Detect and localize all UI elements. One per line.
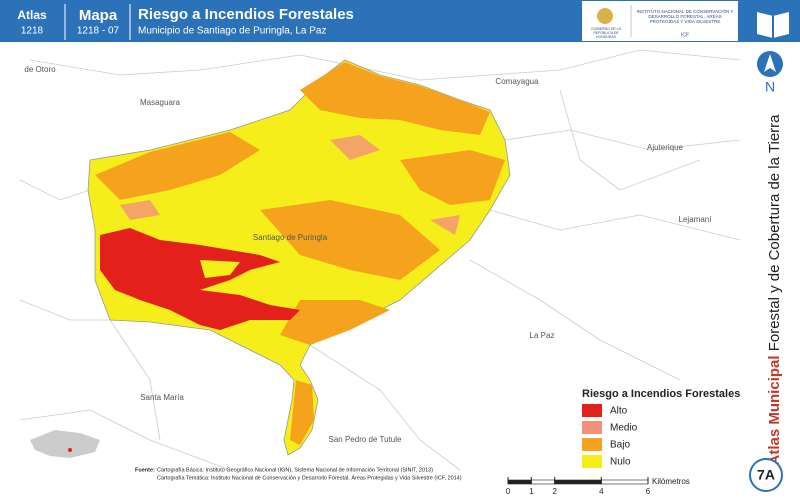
scale-unit: Kilómetros bbox=[652, 477, 690, 486]
page-code-circle bbox=[749, 458, 783, 492]
scale-segment bbox=[554, 479, 602, 485]
scale-segment bbox=[531, 479, 555, 485]
place-label: Santiago de Puringla bbox=[253, 233, 328, 242]
place-label: de Otoro bbox=[24, 65, 56, 74]
source-label: Fuente: bbox=[135, 467, 155, 473]
logo-left: GOBIERNO DE LA REPÚBLICA DE HONDURAS bbox=[591, 27, 621, 39]
side-title-bold: Atlas Municipal bbox=[766, 355, 783, 465]
place-label: Lejamaní bbox=[679, 215, 713, 224]
place-label: La Paz bbox=[530, 331, 555, 340]
place-label: Comayagua bbox=[495, 77, 539, 86]
map-subtitle: Municipio de Santiago de Puringla, La Pa… bbox=[138, 26, 326, 37]
side-title-rest: Forestal y de Cobertura de la Tierra bbox=[766, 114, 783, 351]
logo-acronym: ICF bbox=[681, 32, 689, 38]
logo-emblem bbox=[597, 8, 613, 24]
legend-label: Medio bbox=[610, 423, 638, 434]
legend-swatch bbox=[582, 404, 602, 417]
risk-bajo bbox=[95, 62, 505, 445]
legend-swatch bbox=[582, 455, 602, 468]
logo-left-text: GOBIERNO DE LA REPÚBLICA DE HONDURAS bbox=[591, 27, 621, 39]
atlas-label: Atlas bbox=[17, 8, 47, 22]
source-line: Cartografía Temática: Instituto Nacional… bbox=[157, 474, 462, 481]
side-title: Atlas Municipal Forestal y de Cobertura … bbox=[766, 114, 783, 466]
legend-swatch bbox=[582, 421, 602, 434]
north-label: N bbox=[765, 79, 775, 95]
legend-label: Bajo bbox=[610, 440, 630, 451]
map-title: Riesgo a Incendios Forestales bbox=[138, 6, 354, 23]
source-line: Cartografía Básica: Instituto Geográfico… bbox=[157, 467, 433, 473]
scale-label: 2 bbox=[552, 487, 557, 496]
place-label: San Pedro de Tutule bbox=[329, 435, 402, 444]
place-label: Ajuterique bbox=[647, 143, 684, 152]
scale-label: 0 bbox=[506, 487, 511, 496]
legend-swatch bbox=[582, 438, 602, 451]
inset-map bbox=[30, 430, 100, 458]
page-code: 7A bbox=[757, 467, 775, 483]
scale-segment bbox=[601, 479, 649, 485]
scale-label: 1 bbox=[529, 487, 534, 496]
scale-label: 4 bbox=[599, 487, 604, 496]
risk-alto bbox=[100, 228, 300, 330]
legend-label: Alto bbox=[610, 406, 628, 417]
place-label: Santa María bbox=[140, 393, 184, 402]
place-label: Masaguara bbox=[140, 98, 181, 107]
logo-right-text: INSTITUTO NACIONAL DE CONSERVACIÓN Y DES… bbox=[636, 9, 734, 24]
legend-title: Riesgo a Incendios Forestales bbox=[582, 388, 740, 400]
scale-segment bbox=[507, 479, 532, 485]
atlas-number: 1218 bbox=[21, 26, 44, 37]
north-arrow bbox=[764, 54, 776, 72]
inset-marker bbox=[68, 448, 72, 452]
map-label: Mapa bbox=[79, 7, 118, 24]
map-number: 1218 - 07 bbox=[77, 26, 120, 37]
legend-label: Nulo bbox=[610, 457, 631, 468]
logo-right: INSTITUTO NACIONAL DE CONSERVACIÓN Y DES… bbox=[636, 9, 734, 24]
risk-medio bbox=[120, 135, 460, 235]
scale-label: 6 bbox=[646, 487, 651, 496]
